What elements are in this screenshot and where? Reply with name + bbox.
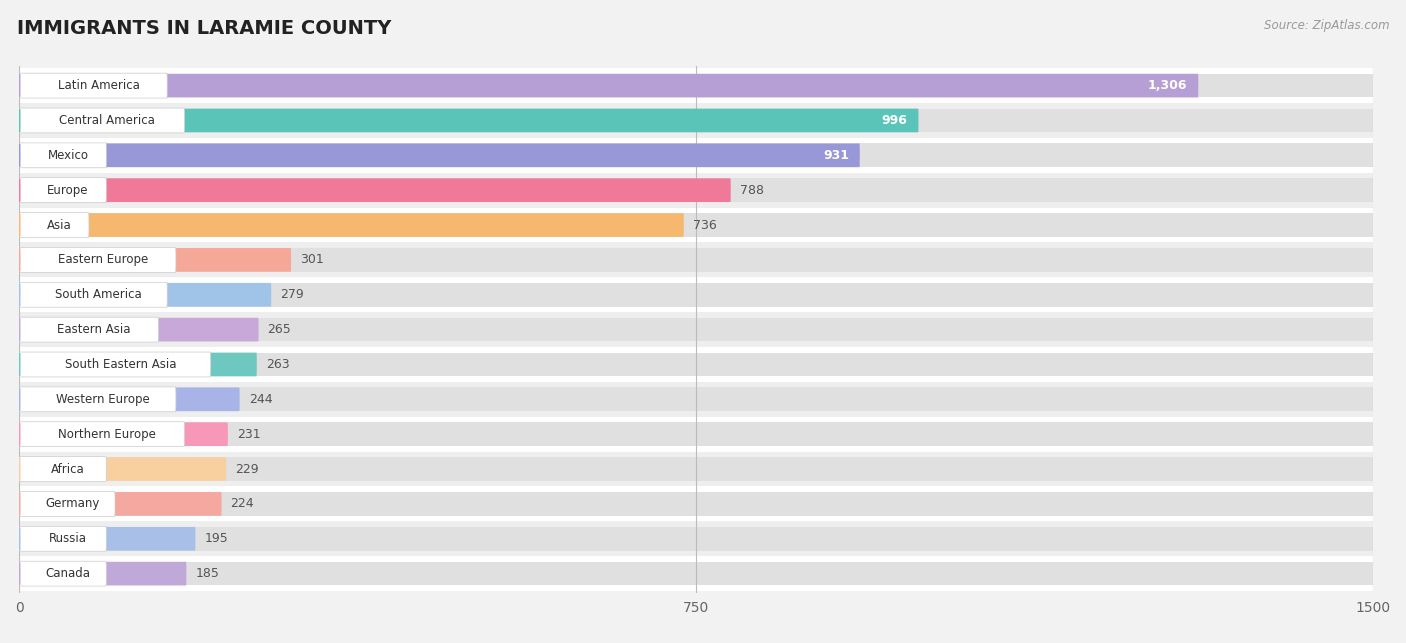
Bar <box>20 562 1374 586</box>
Text: 788: 788 <box>740 184 763 197</box>
Text: Northern Europe: Northern Europe <box>58 428 156 440</box>
FancyBboxPatch shape <box>20 352 257 376</box>
Text: 263: 263 <box>266 358 290 371</box>
Text: IMMIGRANTS IN LARAMIE COUNTY: IMMIGRANTS IN LARAMIE COUNTY <box>17 19 391 39</box>
Text: South Eastern Asia: South Eastern Asia <box>65 358 176 371</box>
Bar <box>20 138 1374 173</box>
Bar <box>20 347 1374 382</box>
Text: Western Europe: Western Europe <box>56 393 150 406</box>
FancyBboxPatch shape <box>20 422 184 447</box>
Bar <box>20 382 1374 417</box>
Text: 231: 231 <box>238 428 260 440</box>
Text: 229: 229 <box>235 462 259 476</box>
Bar <box>20 178 1374 202</box>
Bar <box>20 417 1374 451</box>
FancyBboxPatch shape <box>20 248 291 272</box>
FancyBboxPatch shape <box>20 492 222 516</box>
Text: 244: 244 <box>249 393 273 406</box>
FancyBboxPatch shape <box>20 388 239 411</box>
FancyBboxPatch shape <box>20 317 159 342</box>
FancyBboxPatch shape <box>20 109 918 132</box>
FancyBboxPatch shape <box>20 491 115 516</box>
Bar <box>20 68 1374 103</box>
FancyBboxPatch shape <box>20 352 211 377</box>
FancyBboxPatch shape <box>20 318 259 341</box>
FancyBboxPatch shape <box>20 213 89 237</box>
Text: Canada: Canada <box>45 567 90 580</box>
Text: 736: 736 <box>693 219 717 231</box>
FancyBboxPatch shape <box>20 177 107 203</box>
Bar <box>20 352 1374 376</box>
Bar <box>20 173 1374 208</box>
Text: 931: 931 <box>823 149 849 162</box>
FancyBboxPatch shape <box>20 248 176 273</box>
Bar <box>20 242 1374 277</box>
Bar <box>20 283 1374 307</box>
FancyBboxPatch shape <box>20 527 107 551</box>
Bar <box>20 208 1374 242</box>
Bar <box>20 103 1374 138</box>
Bar <box>20 277 1374 312</box>
FancyBboxPatch shape <box>20 74 1198 98</box>
Text: Eastern Europe: Eastern Europe <box>58 253 148 266</box>
Bar <box>20 318 1374 341</box>
FancyBboxPatch shape <box>20 283 271 307</box>
FancyBboxPatch shape <box>20 457 107 482</box>
Text: Russia: Russia <box>49 532 87 545</box>
FancyBboxPatch shape <box>20 561 107 586</box>
Text: Eastern Asia: Eastern Asia <box>58 323 131 336</box>
Text: 996: 996 <box>882 114 908 127</box>
Text: Latin America: Latin America <box>58 79 139 92</box>
Text: Source: ZipAtlas.com: Source: ZipAtlas.com <box>1264 19 1389 32</box>
FancyBboxPatch shape <box>20 178 731 202</box>
Bar <box>20 521 1374 556</box>
Text: 1,306: 1,306 <box>1147 79 1188 92</box>
Bar <box>20 457 1374 481</box>
Bar <box>20 487 1374 521</box>
FancyBboxPatch shape <box>20 73 167 98</box>
Bar <box>20 143 1374 167</box>
Bar <box>20 422 1374 446</box>
Bar <box>20 556 1374 591</box>
Text: Germany: Germany <box>45 498 100 511</box>
FancyBboxPatch shape <box>20 282 167 307</box>
Text: 265: 265 <box>267 323 291 336</box>
FancyBboxPatch shape <box>20 143 107 168</box>
Text: Mexico: Mexico <box>48 149 89 162</box>
FancyBboxPatch shape <box>20 108 184 133</box>
Bar <box>20 451 1374 487</box>
Text: Europe: Europe <box>48 184 89 197</box>
Text: 224: 224 <box>231 498 254 511</box>
Bar <box>20 248 1374 272</box>
Text: 301: 301 <box>299 253 323 266</box>
Text: Central America: Central America <box>59 114 155 127</box>
FancyBboxPatch shape <box>20 143 860 167</box>
Text: South America: South America <box>55 288 142 302</box>
Text: 185: 185 <box>195 567 219 580</box>
Bar <box>20 213 1374 237</box>
Bar <box>20 492 1374 516</box>
FancyBboxPatch shape <box>20 422 228 446</box>
FancyBboxPatch shape <box>20 213 683 237</box>
FancyBboxPatch shape <box>20 562 187 586</box>
FancyBboxPatch shape <box>20 527 195 550</box>
Text: Asia: Asia <box>46 219 72 231</box>
Bar <box>20 109 1374 132</box>
Bar <box>20 527 1374 550</box>
Text: Africa: Africa <box>51 462 84 476</box>
Bar <box>20 388 1374 411</box>
FancyBboxPatch shape <box>20 387 176 412</box>
Text: 195: 195 <box>204 532 228 545</box>
Bar <box>20 312 1374 347</box>
Text: 279: 279 <box>280 288 304 302</box>
FancyBboxPatch shape <box>20 457 226 481</box>
Bar <box>20 74 1374 98</box>
